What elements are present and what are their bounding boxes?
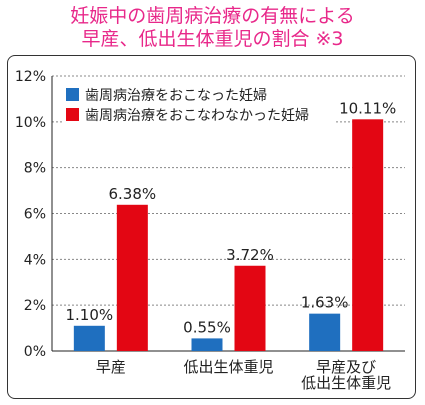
data-label: 3.72% bbox=[226, 246, 274, 264]
legend-label: 歯周病治療をおこなわなかった妊婦 bbox=[85, 107, 309, 124]
chart-title-line-1: 妊娠中の歯周病治療の有無による bbox=[70, 5, 355, 27]
data-label: 1.63% bbox=[301, 294, 349, 312]
y-tick-label: 4% bbox=[24, 252, 46, 268]
data-label: 1.10% bbox=[66, 306, 114, 324]
legend-swatch bbox=[66, 108, 79, 121]
bar bbox=[116, 204, 148, 351]
legend-swatch bbox=[66, 88, 79, 101]
data-label: 10.11% bbox=[339, 99, 396, 117]
data-label: 6.38% bbox=[109, 185, 157, 203]
bar bbox=[191, 338, 223, 351]
data-label: 0.55% bbox=[183, 318, 231, 336]
category-label: 低出生体重児 bbox=[301, 374, 391, 392]
bar bbox=[309, 313, 341, 351]
y-tick-label: 6% bbox=[24, 207, 46, 223]
y-tick-label: 0% bbox=[24, 344, 46, 360]
y-tick-label: 2% bbox=[24, 298, 46, 314]
category-label: 早産及び bbox=[316, 358, 376, 376]
chart-title-line-2: 早産、低出生体重児の割合 ※3 bbox=[81, 28, 344, 50]
legend-box bbox=[63, 84, 335, 126]
bar bbox=[234, 265, 266, 351]
category-label: 早産 bbox=[96, 358, 126, 376]
category-label: 低出生体重児 bbox=[183, 358, 273, 376]
bar bbox=[352, 119, 384, 351]
legend-label: 歯周病治療をおこなった妊婦 bbox=[85, 87, 267, 104]
y-tick-label: 8% bbox=[24, 161, 46, 177]
bar bbox=[73, 325, 105, 351]
y-tick-label: 12% bbox=[15, 69, 46, 85]
y-tick-label: 10% bbox=[15, 115, 46, 131]
